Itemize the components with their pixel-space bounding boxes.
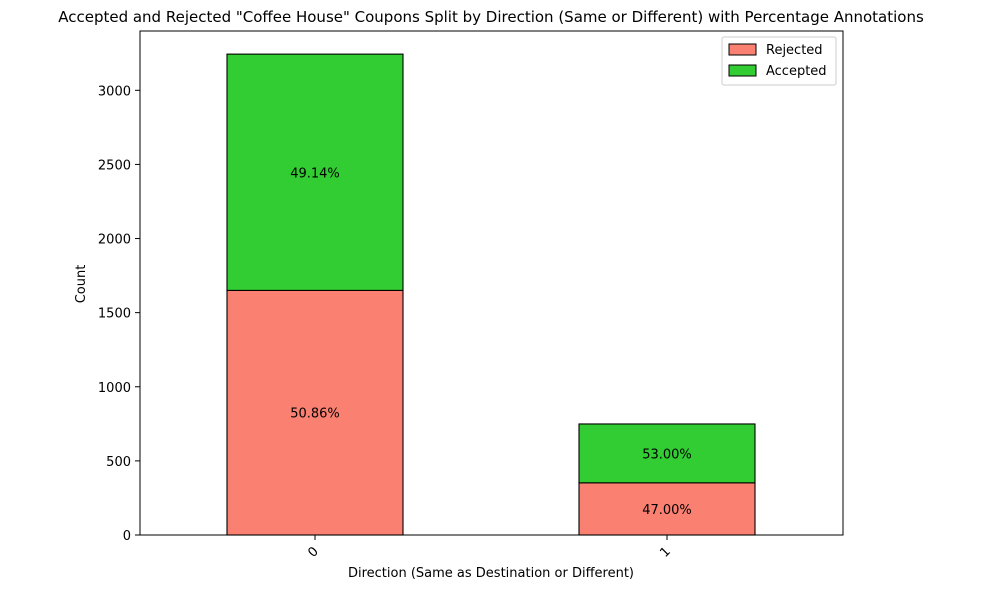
y-tick-label: 500 bbox=[106, 455, 131, 470]
y-tick-label: 1000 bbox=[98, 381, 131, 396]
y-tick-label: 0 bbox=[123, 529, 131, 544]
plot-frame bbox=[139, 30, 844, 536]
legend: Rejected Accepted bbox=[721, 36, 837, 86]
x-tick-label-0: 0 bbox=[305, 544, 321, 560]
chart-title: Accepted and Rejected "Coffee House" Cou… bbox=[58, 8, 924, 26]
x-axis-label: Direction (Same as Destination or Differ… bbox=[348, 566, 634, 581]
data-label-accepted-0: 49.14% bbox=[290, 166, 340, 181]
bar-rejected-0 bbox=[226, 289, 404, 536]
legend-label-accepted: Accepted bbox=[766, 64, 827, 79]
legend-swatch-accepted bbox=[728, 64, 757, 77]
legend-label-rejected: Rejected bbox=[766, 43, 823, 58]
bar-accepted-0 bbox=[226, 53, 404, 291]
bar-accepted-1 bbox=[578, 423, 756, 484]
x-tick-label-1: 1 bbox=[657, 544, 673, 560]
y-tick-label: 2500 bbox=[98, 158, 131, 173]
y-tick-label: 3000 bbox=[98, 84, 131, 99]
bar-rejected-1 bbox=[578, 482, 756, 536]
legend-swatch-rejected bbox=[728, 43, 757, 56]
y-tick-label: 1500 bbox=[98, 307, 131, 322]
y-axis-label: Count bbox=[74, 265, 89, 304]
data-label-rejected-0: 50.86% bbox=[290, 407, 340, 422]
plot-area: 50.86% 47.00% 49.14% 53.00% 0 500 1000 1500 2000… bbox=[98, 30, 844, 561]
data-label-accepted-1: 53.00% bbox=[642, 447, 692, 462]
data-label-rejected-1: 47.00% bbox=[642, 503, 692, 518]
y-tick-label: 2000 bbox=[98, 233, 131, 248]
